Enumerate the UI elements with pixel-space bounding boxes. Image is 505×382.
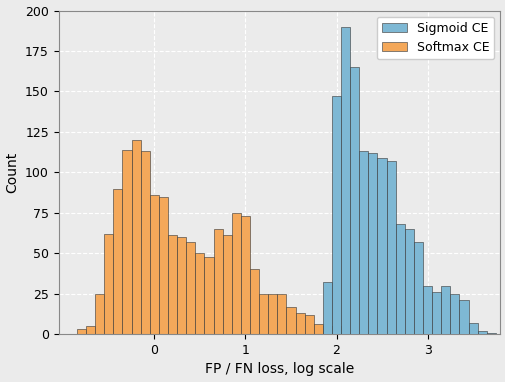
Bar: [349, 67, 359, 334]
Bar: [186, 242, 195, 334]
Bar: [240, 216, 249, 334]
Bar: [331, 96, 340, 334]
Bar: [222, 235, 231, 334]
Bar: [477, 331, 486, 334]
Y-axis label: Count: Count: [6, 152, 20, 193]
Bar: [322, 326, 331, 334]
Bar: [313, 324, 322, 334]
Bar: [149, 195, 159, 334]
Bar: [113, 189, 122, 334]
Bar: [386, 161, 395, 334]
Bar: [295, 313, 304, 334]
Bar: [195, 253, 204, 334]
Bar: [404, 229, 413, 334]
Bar: [231, 213, 240, 334]
Bar: [359, 151, 368, 334]
Bar: [204, 256, 213, 334]
Bar: [340, 27, 349, 334]
Bar: [86, 326, 95, 334]
Bar: [213, 229, 222, 334]
Bar: [177, 237, 186, 334]
Bar: [459, 300, 468, 334]
Bar: [159, 197, 168, 334]
Bar: [395, 224, 404, 334]
Bar: [104, 234, 113, 334]
Legend: Sigmoid CE, Softmax CE: Sigmoid CE, Softmax CE: [376, 17, 493, 59]
Bar: [331, 326, 340, 334]
Bar: [122, 150, 131, 334]
Bar: [486, 333, 495, 334]
Bar: [140, 151, 149, 334]
Bar: [95, 294, 104, 334]
Bar: [131, 140, 140, 334]
Bar: [259, 294, 268, 334]
Bar: [422, 286, 431, 334]
Bar: [304, 315, 313, 334]
Bar: [368, 153, 377, 334]
Bar: [322, 282, 331, 334]
Bar: [286, 307, 295, 334]
X-axis label: FP / FN loss, log scale: FP / FN loss, log scale: [205, 363, 354, 376]
Bar: [77, 329, 86, 334]
Bar: [268, 294, 277, 334]
Bar: [431, 292, 440, 334]
Bar: [249, 269, 259, 334]
Bar: [277, 294, 286, 334]
Bar: [377, 158, 386, 334]
Bar: [440, 286, 449, 334]
Bar: [468, 323, 477, 334]
Bar: [168, 235, 177, 334]
Bar: [413, 242, 422, 334]
Bar: [449, 294, 459, 334]
